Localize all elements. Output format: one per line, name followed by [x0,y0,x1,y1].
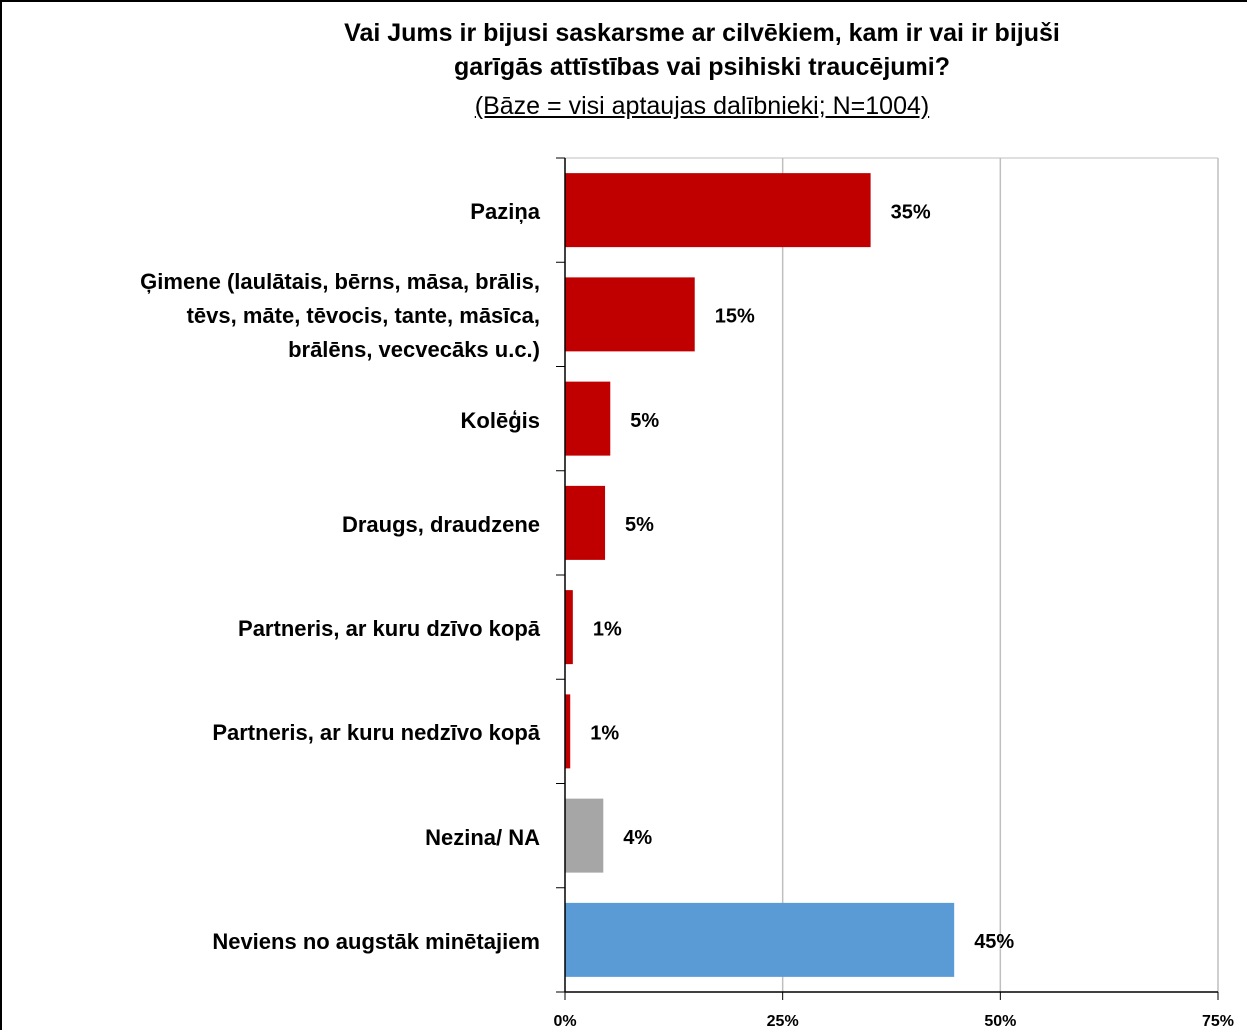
bar [565,798,604,873]
value-label: 1% [593,618,622,640]
value-label: 35% [891,201,931,223]
category-label: Partneris, ar kuru dzīvo kopā [238,616,540,642]
bar [565,173,871,248]
category-label: Paziņa [470,199,540,225]
value-label: 5% [630,410,659,432]
bar [565,381,611,456]
bar [565,590,573,665]
x-tick-label: 50% [984,1013,1016,1030]
category-label: Neviens no augstāk minētajiem [212,928,540,954]
value-label: 4% [623,827,652,849]
category-label: Draugs, draudzene [341,511,540,537]
category-label: Nezina/ NA [425,824,540,850]
x-tick-label: 0% [553,1013,576,1030]
x-tick-label: 75% [1202,1013,1234,1030]
value-label: 45% [974,931,1014,953]
category-label: Ģimene (laulātais, bērns, māsa, brālis, … [140,269,540,363]
value-label: 15% [715,306,755,328]
value-label: 5% [625,514,654,536]
bar [565,902,955,977]
x-tick-label: 25% [767,1013,799,1030]
value-label: 1% [590,723,619,745]
bar [565,485,606,560]
bar [565,694,571,769]
category-label: Kolēģis [460,407,540,433]
category-label: Partneris, ar kuru nedzīvo kopā [212,720,540,746]
bar [565,277,695,352]
chart-title: Vai Jums ir bijusi saskarsme ar cilvēkie… [344,19,1060,81]
chart-subtitle: (Bāze = visi aptaujas dalībnieki; N=1004… [474,92,930,120]
